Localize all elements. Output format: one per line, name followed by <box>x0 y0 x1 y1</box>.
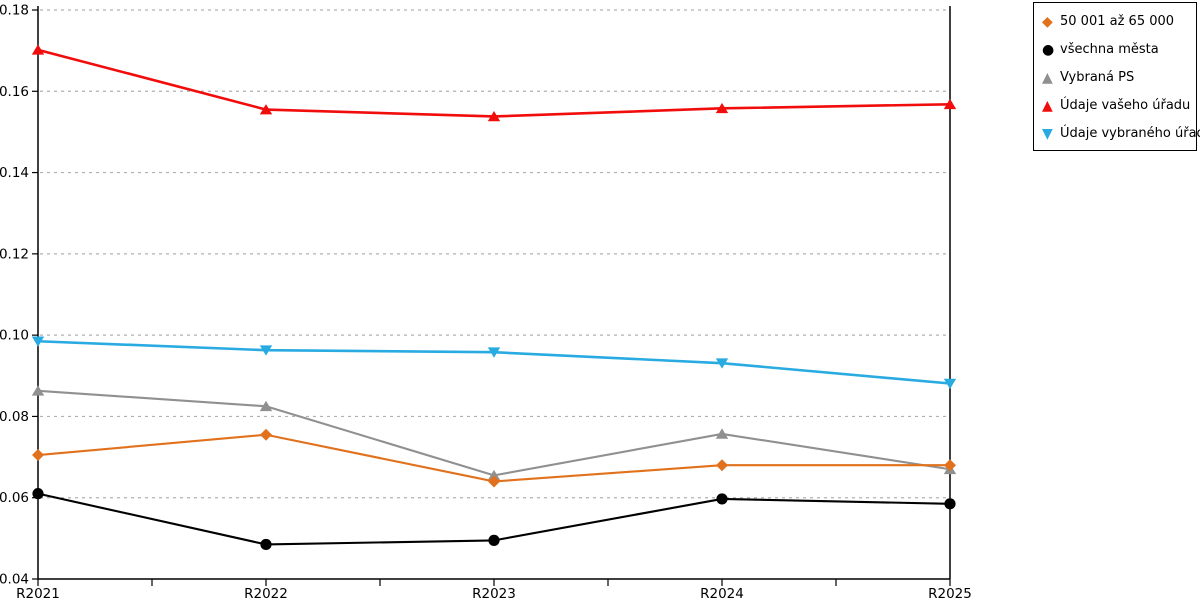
data-point-triangle-down <box>31 336 45 347</box>
data-point-triangle-down <box>943 378 957 390</box>
triangle-up-icon: ▲ <box>1042 69 1053 86</box>
data-point-triangle-up <box>31 44 45 55</box>
data-point-diamond <box>32 449 44 462</box>
series-line <box>37 389 951 477</box>
data-point-triangle-up <box>31 385 45 396</box>
data-point-triangle-up <box>715 102 729 114</box>
data-point-diamond <box>260 428 272 441</box>
triangle-down-icon: ▼ <box>1042 125 1053 142</box>
data-point-diamond <box>944 459 956 472</box>
data-point-circle <box>944 498 956 510</box>
diamond-icon: ◆ <box>1042 13 1053 30</box>
y-tick-label: 0.10 <box>0 328 29 344</box>
series-line <box>37 48 951 118</box>
legend-item: ● všechna města <box>1042 40 1188 59</box>
data-point-circle <box>32 488 44 500</box>
data-point-circle <box>716 493 728 505</box>
legend-label: Údaje vybraného úřadu <box>1060 126 1200 141</box>
data-point-triangle-down <box>715 358 729 369</box>
triangle-up-icon: ▲ <box>1042 97 1053 114</box>
x-tick-label: R2025 <box>928 586 972 600</box>
data-point-circle <box>488 534 500 546</box>
data-point-triangle-up <box>715 428 729 439</box>
x-tick-label: R2021 <box>16 586 60 600</box>
legend-item: ▲ Údaje vašeho úřadu <box>1042 96 1191 115</box>
x-tick-label: R2022 <box>244 586 288 600</box>
x-tick-label: R2023 <box>472 586 516 600</box>
legend-item: ▲ Vybraná PS <box>1042 68 1188 87</box>
legend-label: všechna města <box>1060 42 1159 57</box>
data-point-triangle-up <box>259 400 273 412</box>
x-tick-label: R2024 <box>700 586 744 600</box>
legend: ◆ 50 001 až 65 000 ● všechna města ▲ Vyb… <box>1033 2 1200 151</box>
data-point-triangle-up <box>487 110 501 122</box>
data-point-triangle-down <box>487 347 501 358</box>
series-triangle-down <box>31 336 957 390</box>
data-point-circle <box>260 538 272 551</box>
legend-label: 50 001 až 65 000 <box>1060 14 1175 29</box>
legend-item: ◆ 50 001 až 65 000 <box>1042 12 1188 31</box>
y-tick-label: 0.12 <box>0 246 29 262</box>
circle-icon: ● <box>1042 41 1055 58</box>
series-circle <box>32 488 956 551</box>
y-tick-label: 0.16 <box>0 84 29 100</box>
legend-label: Vybraná PS <box>1060 70 1135 85</box>
y-tick-label: 0.18 <box>0 3 29 19</box>
series-triangle-up <box>31 385 957 481</box>
legend-item: ▼ Údaje vybraného úřadu <box>1042 124 1200 143</box>
data-point-triangle-down <box>259 345 273 356</box>
data-point-diamond <box>716 459 728 472</box>
data-point-triangle-up <box>943 98 957 110</box>
y-tick-label: 0.04 <box>0 572 29 588</box>
y-tick-label: 0.06 <box>0 490 29 506</box>
y-tick-label: 0.14 <box>0 165 29 181</box>
legend-label: Údaje vašeho úřadu <box>1060 98 1191 113</box>
series-diamond <box>32 428 956 488</box>
data-point-triangle-up <box>487 469 501 481</box>
data-point-diamond <box>488 475 500 488</box>
gridlines <box>40 9 950 499</box>
series-triangle-up <box>31 44 957 122</box>
data-point-triangle-up <box>259 104 273 115</box>
y-tick-label: 0.08 <box>0 409 29 425</box>
